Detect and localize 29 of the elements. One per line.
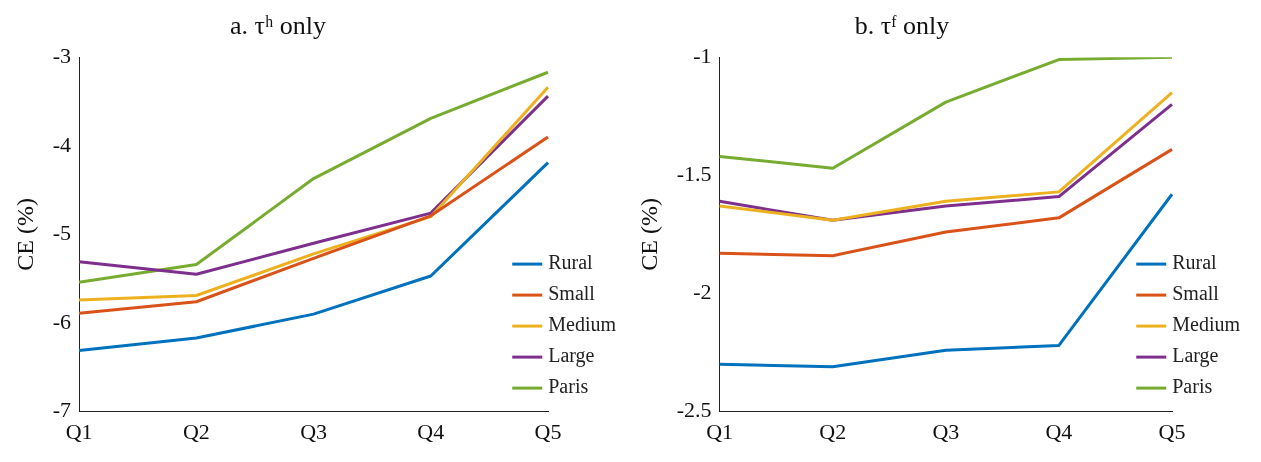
y-axis-title: CE (%) <box>11 198 38 271</box>
y-tick-label: -1.5 <box>676 161 712 187</box>
legend-label: Paris <box>1172 375 1213 398</box>
legend-label: Large <box>1172 344 1219 368</box>
y-axis-title: CE (%) <box>635 198 662 271</box>
legend-label: Large <box>548 344 595 368</box>
x-tick-label: Q2 <box>819 418 847 444</box>
y-tick-label: -1 <box>693 42 712 68</box>
x-tick-label: Q5 <box>534 418 562 444</box>
legend-label: Rural <box>548 251 594 274</box>
legend-label: Medium <box>548 313 617 336</box>
y-tick-label: -4 <box>52 131 72 157</box>
legend-label: Rural <box>1172 251 1218 274</box>
x-tick-label: Q3 <box>932 418 960 444</box>
y-tick-label: -6 <box>52 308 72 334</box>
legend-label: Paris <box>548 375 589 398</box>
x-tick-label: Q4 <box>417 418 445 444</box>
x-tick-label: Q3 <box>300 418 328 444</box>
legend-label: Small <box>1172 282 1220 305</box>
y-tick-label: -3 <box>52 42 72 68</box>
x-tick-label: Q5 <box>1158 418 1186 444</box>
x-tick-label: Q4 <box>1045 418 1073 444</box>
legend-label: Small <box>548 282 596 305</box>
chart-title: a. τʰ only <box>229 11 327 41</box>
x-tick-label: Q2 <box>182 418 210 444</box>
y-tick-label: -5 <box>52 220 72 246</box>
y-tick-label: -2 <box>693 279 712 305</box>
legend-label: Medium <box>1172 313 1241 336</box>
chart-title: b. τᶠ only <box>854 11 950 41</box>
